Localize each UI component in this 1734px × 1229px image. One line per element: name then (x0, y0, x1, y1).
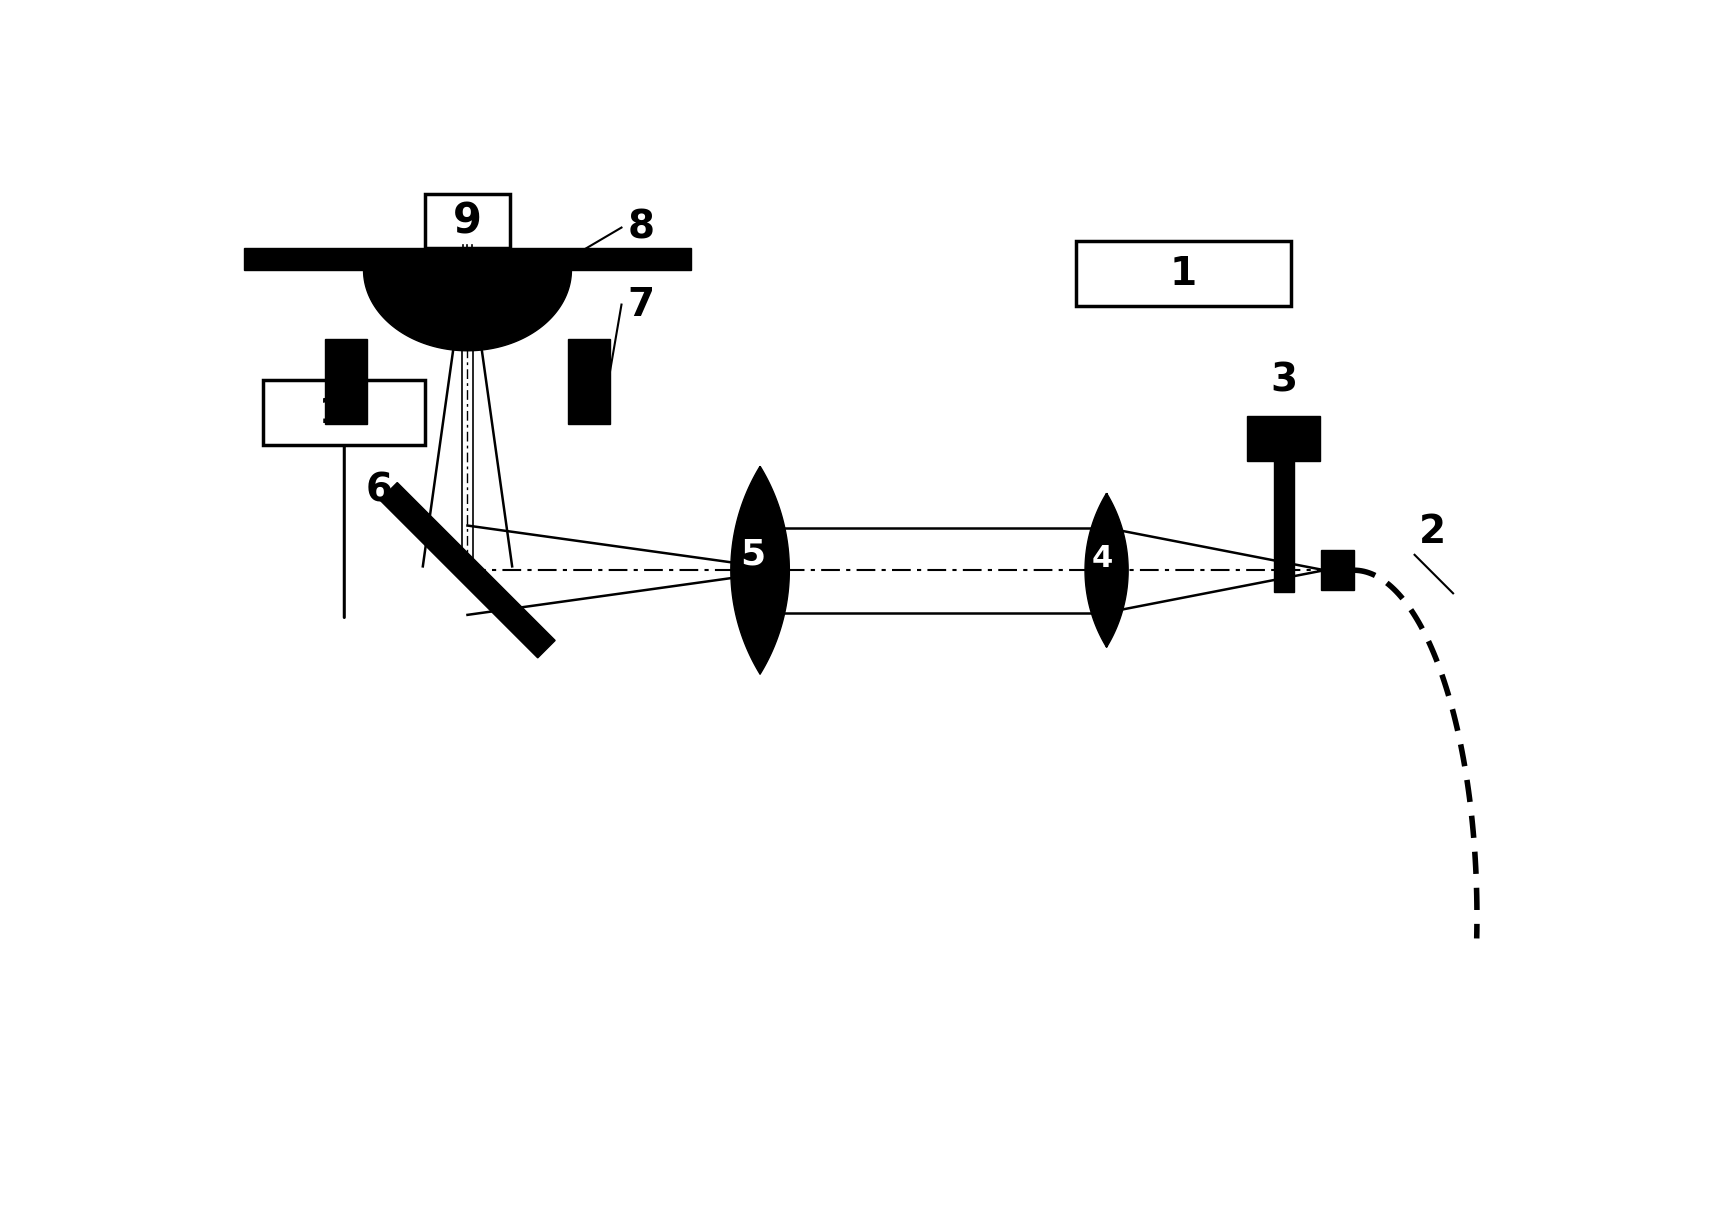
Bar (264, 380, 425, 445)
Text: 4: 4 (1092, 544, 1113, 573)
Bar (324, 339, 368, 424)
Bar (1247, 417, 1320, 461)
Bar (425, 194, 510, 248)
Polygon shape (1085, 493, 1129, 648)
Bar (1274, 461, 1294, 592)
Bar (244, 248, 690, 270)
Text: 5: 5 (740, 538, 765, 571)
Text: 3: 3 (1269, 361, 1297, 399)
Bar (1321, 551, 1354, 590)
Text: 2: 2 (1418, 512, 1446, 551)
Polygon shape (730, 466, 789, 675)
Text: 8: 8 (628, 209, 655, 247)
Bar (567, 339, 610, 424)
Text: 1: 1 (1170, 254, 1196, 293)
Polygon shape (364, 270, 572, 350)
Bar (1075, 241, 1292, 306)
Text: 6: 6 (366, 472, 394, 509)
Text: 9: 9 (453, 200, 482, 242)
Polygon shape (380, 483, 555, 658)
Text: 7: 7 (628, 285, 655, 323)
Text: 10: 10 (319, 396, 369, 429)
